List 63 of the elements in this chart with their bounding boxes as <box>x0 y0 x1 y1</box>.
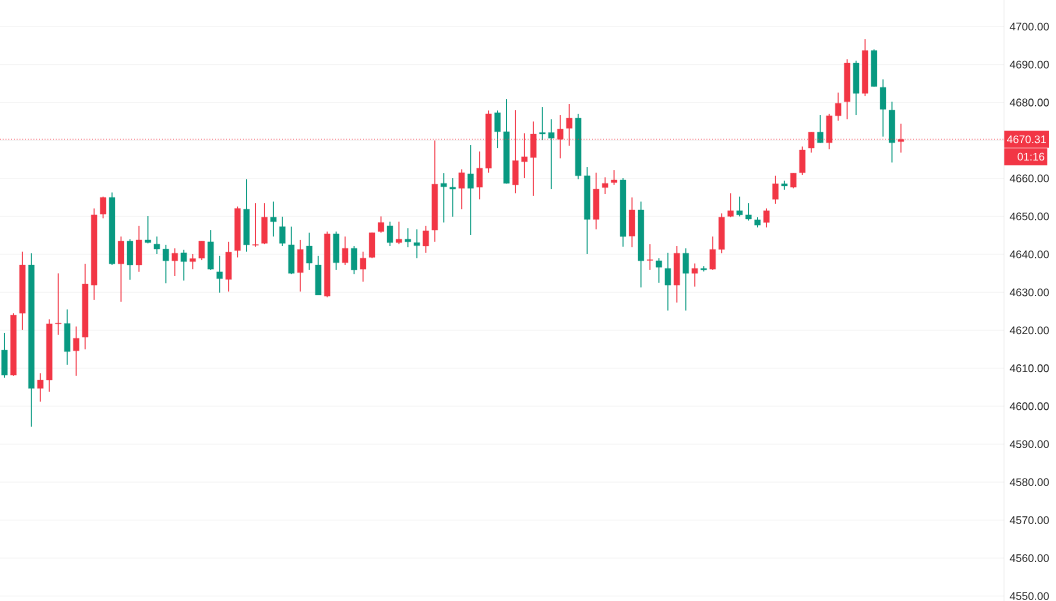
candlestick <box>835 92 842 122</box>
ref-line-label: 4670.31 <box>1006 135 1046 144</box>
candlestick <box>691 262 698 288</box>
candlestick <box>664 252 671 312</box>
y-tick-label: 4570.00 <box>1009 516 1049 525</box>
y-tick-label: 4650.00 <box>1009 212 1049 221</box>
candlestick <box>126 238 134 281</box>
candlestick <box>351 245 358 275</box>
candlestick <box>709 236 716 271</box>
y-tick-label: 4580.00 <box>1009 478 1049 487</box>
candlestick <box>422 225 429 254</box>
candlestick <box>279 216 286 247</box>
y-tick-label: 4550.00 <box>1009 592 1049 600</box>
candlestick <box>449 177 456 218</box>
candlestick <box>611 169 618 186</box>
y-tick-label: 4690.00 <box>1009 60 1049 69</box>
candlestick <box>180 249 187 282</box>
candlestick <box>646 243 653 271</box>
candlestick <box>440 172 447 223</box>
candlestick <box>548 118 555 190</box>
candlestick <box>297 239 304 293</box>
candlestick <box>386 221 394 247</box>
candlestick <box>55 272 62 336</box>
candlestick <box>153 236 160 255</box>
candlestick <box>494 109 501 149</box>
candlestick <box>539 106 546 141</box>
text: 01:16 <box>1017 152 1045 161</box>
candlestick <box>476 150 483 200</box>
y-tick-label: 4600.00 <box>1009 402 1049 411</box>
candlestick <box>817 114 824 144</box>
y-tick-label: 4630.00 <box>1009 288 1049 297</box>
candlestick <box>73 326 80 377</box>
candlestick <box>655 257 662 284</box>
candlestick <box>682 247 689 312</box>
candlestick <box>395 221 402 245</box>
y-tick-label: 4680.00 <box>1009 98 1049 107</box>
candlestick <box>467 144 474 236</box>
candlestick <box>162 244 169 284</box>
candlestick <box>404 227 411 248</box>
candlestick <box>216 255 223 294</box>
y-tick-label: 4590.00 <box>1009 440 1049 449</box>
candlestick <box>306 232 313 271</box>
candlestick <box>270 201 277 238</box>
candlestick <box>37 372 44 403</box>
y-tick-label: 4660.00 <box>1009 174 1049 183</box>
candlestick <box>763 207 770 228</box>
y-tick-label: 4560.00 <box>1009 554 1049 562</box>
candlestick <box>458 168 465 210</box>
candlestick <box>171 247 178 277</box>
candlestick <box>144 215 151 244</box>
candlestick <box>117 236 125 303</box>
candlestick <box>360 251 367 283</box>
candlestick <box>772 175 779 205</box>
y-tick-label: 4700.00 <box>1009 22 1049 31</box>
y-tick-label: 4610.00 <box>1009 364 1049 373</box>
candlestick <box>602 176 609 195</box>
candlestick <box>342 236 349 266</box>
candlestick <box>413 228 420 259</box>
candlestick <box>198 240 205 261</box>
y-tick-label: 4640.00 <box>1009 250 1049 259</box>
candlestick <box>799 146 806 176</box>
y-tick-label: 4620.00 <box>1009 326 1049 335</box>
candlestick <box>252 202 259 248</box>
